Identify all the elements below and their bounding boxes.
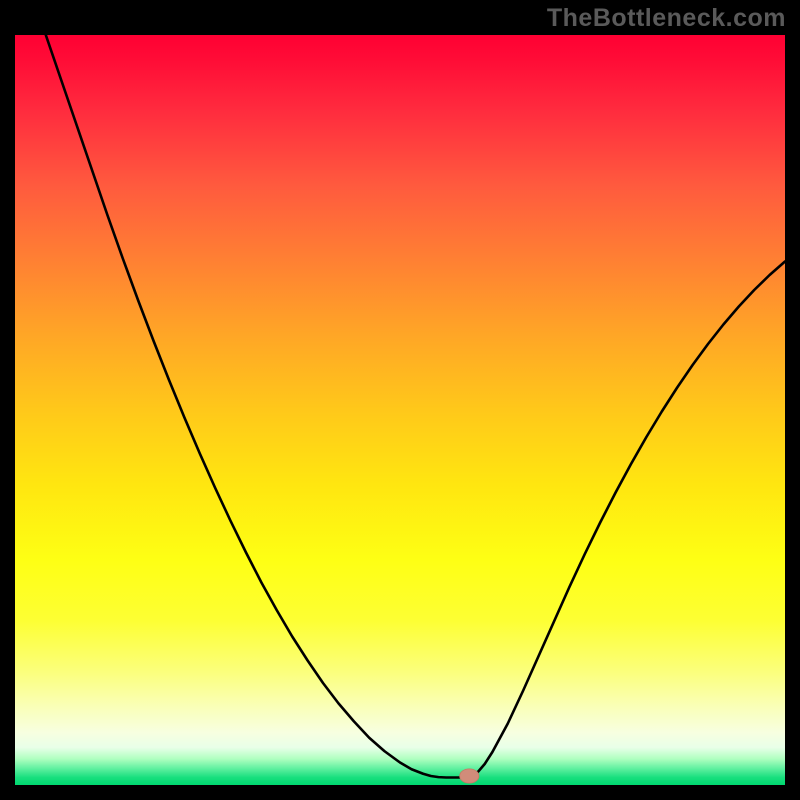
chart-svg: [15, 35, 785, 785]
optimum-marker: [460, 769, 479, 783]
chart-background: [15, 35, 785, 785]
watermark-text: TheBottleneck.com: [547, 4, 786, 33]
chart-plot-area: [15, 35, 785, 785]
